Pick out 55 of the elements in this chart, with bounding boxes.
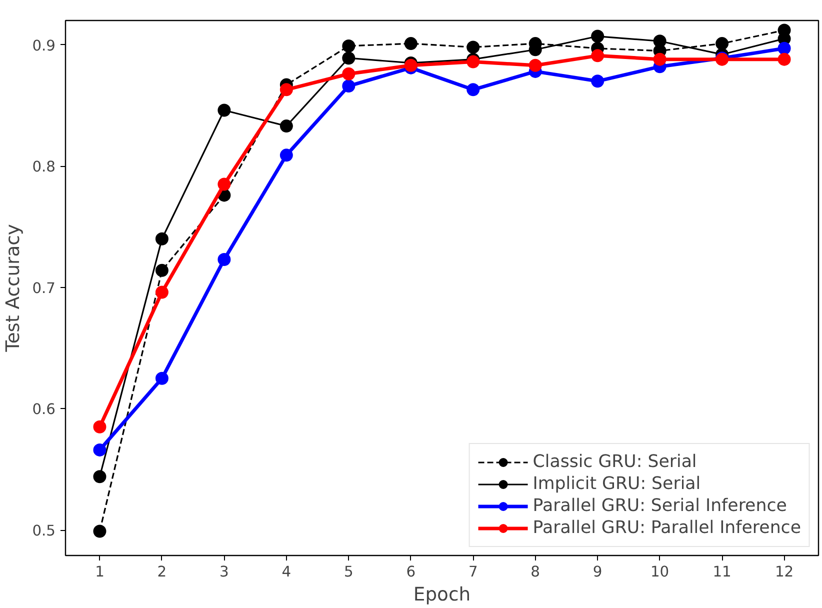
point: [93, 524, 106, 538]
point: [778, 42, 791, 55]
point: [778, 52, 791, 66]
legend-label: Classic GRU: Serial: [532, 452, 697, 472]
x-tick-label: 2: [157, 564, 167, 580]
point: [280, 83, 293, 96]
point: [342, 80, 356, 92]
point: [218, 104, 231, 117]
point: [218, 178, 231, 191]
point: [280, 120, 293, 133]
x-tick-label: 5: [344, 564, 354, 580]
legend-label: Parallel GRU: Serial Inference: [532, 496, 787, 516]
point: [404, 37, 418, 50]
y-tick-label: 0.6: [32, 401, 56, 418]
point: [155, 372, 168, 385]
point: [218, 253, 231, 266]
x-tick-label: 4: [282, 564, 292, 580]
legend-label: Parallel GRU: Parallel Inference: [532, 518, 801, 538]
point: [155, 286, 168, 299]
point: [342, 39, 356, 52]
point: [528, 58, 542, 72]
x-tick-label: 10: [650, 564, 670, 580]
y-tick-label: 0.5: [32, 522, 56, 540]
y-tick-label: 0.7: [32, 280, 56, 297]
point: [591, 49, 604, 62]
x-tick-label: 1: [95, 564, 104, 580]
point: [716, 37, 729, 50]
point: [93, 443, 106, 456]
y-axis-title: Test Accuracy: [3, 224, 24, 353]
point: [155, 264, 168, 277]
legend-label: Implicit GRU: Serial: [532, 474, 701, 494]
point: [93, 470, 106, 484]
x-tick-label: 11: [712, 564, 732, 580]
point: [342, 52, 356, 65]
x-tick-label: 9: [592, 564, 602, 580]
point: [280, 148, 293, 162]
x-axis-title: Epoch: [413, 584, 471, 606]
point: [93, 420, 106, 434]
point: [466, 55, 480, 68]
point: [155, 232, 168, 246]
y-tick-label: 0.9: [32, 37, 56, 54]
point: [404, 58, 418, 72]
x-tick-label: 3: [220, 564, 229, 580]
y-tick-label: 0.8: [32, 158, 56, 176]
point: [466, 40, 480, 54]
point: [342, 67, 356, 80]
point: [591, 74, 604, 88]
x-tick-label: 7: [468, 564, 478, 580]
point: [466, 83, 480, 96]
x-tick-label: 12: [774, 564, 794, 580]
point: [591, 30, 604, 43]
point: [653, 52, 666, 66]
point: [653, 34, 666, 48]
x-tick-label: 6: [406, 564, 416, 580]
x-tick-label: 8: [530, 564, 540, 580]
